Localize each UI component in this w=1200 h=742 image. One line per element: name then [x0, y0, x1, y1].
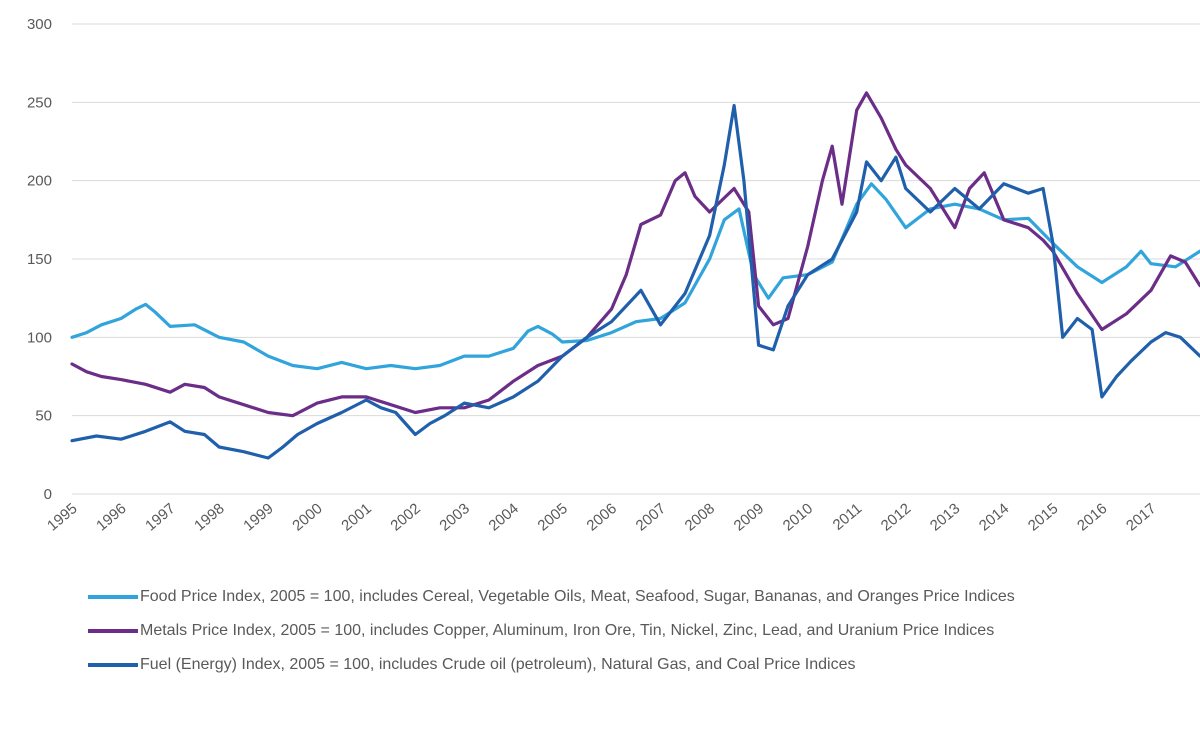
- series-line-food: [70, 182, 1200, 371]
- x-tick-label: 2002: [387, 500, 423, 534]
- y-tick-label: 50: [35, 408, 52, 425]
- x-tick-label: 1995: [44, 500, 80, 534]
- x-tick-label: 2011: [830, 500, 866, 534]
- x-tick-label: 2000: [289, 500, 325, 534]
- y-axis-ticks: 0 50 100 150 200 250 300: [27, 16, 52, 503]
- legend: Food Price Index, 2005 = 100, includes C…: [88, 586, 1188, 688]
- x-tick-label: 1997: [142, 500, 178, 534]
- x-tick-label: 1998: [191, 500, 227, 534]
- series-line-metals: [70, 91, 1200, 418]
- y-tick-label: 300: [27, 16, 52, 33]
- x-tick-label: 2010: [780, 500, 816, 534]
- y-tick-label: 0: [44, 486, 52, 503]
- x-tick-label: 2003: [436, 500, 472, 534]
- legend-label-metals: Metals Price Index, 2005 = 100, includes…: [140, 622, 995, 639]
- legend-swatch-metals: [88, 629, 138, 633]
- x-tick-label: 2014: [976, 500, 1012, 534]
- x-tick-label: 2015: [1025, 500, 1061, 534]
- x-tick-label: 2007: [633, 500, 669, 534]
- y-tick-label: 250: [27, 94, 52, 111]
- x-tick-label: 2012: [878, 500, 914, 534]
- legend-item-fuel: Fuel (Energy) Index, 2005 = 100, include…: [88, 654, 1188, 676]
- series-line-fuel: [70, 103, 1200, 460]
- x-tick-label: 2016: [1074, 500, 1110, 534]
- legend-item-food: Food Price Index, 2005 = 100, includes C…: [88, 586, 1188, 608]
- x-axis-ticks: 1995 1996 1997 1998 1999 2000 2001 2002 2003 2004…: [44, 500, 1159, 534]
- y-tick-label: 150: [27, 251, 52, 268]
- y-tick-label: 100: [27, 329, 52, 346]
- x-tick-label: 2013: [927, 500, 963, 534]
- x-tick-label: 2004: [485, 500, 521, 534]
- x-tick-label: 2005: [535, 500, 571, 534]
- x-tick-label: 2009: [731, 500, 767, 534]
- x-tick-label: 2008: [682, 500, 718, 534]
- y-tick-label: 200: [27, 173, 52, 190]
- x-tick-label: 2001: [338, 500, 374, 534]
- gridlines: [72, 23, 1200, 495]
- x-tick-label: 2006: [584, 500, 620, 534]
- x-tick-label: 1996: [93, 500, 129, 534]
- legend-swatch-fuel: [88, 663, 138, 667]
- legend-label-food: Food Price Index, 2005 = 100, includes C…: [140, 588, 1015, 605]
- legend-swatch-food: [88, 595, 138, 599]
- x-tick-label: 2017: [1123, 500, 1159, 534]
- legend-item-metals: Metals Price Index, 2005 = 100, includes…: [88, 620, 1188, 642]
- series-lines: [70, 91, 1200, 460]
- legend-label-fuel: Fuel (Energy) Index, 2005 = 100, include…: [140, 656, 856, 673]
- x-tick-label: 1999: [240, 500, 276, 534]
